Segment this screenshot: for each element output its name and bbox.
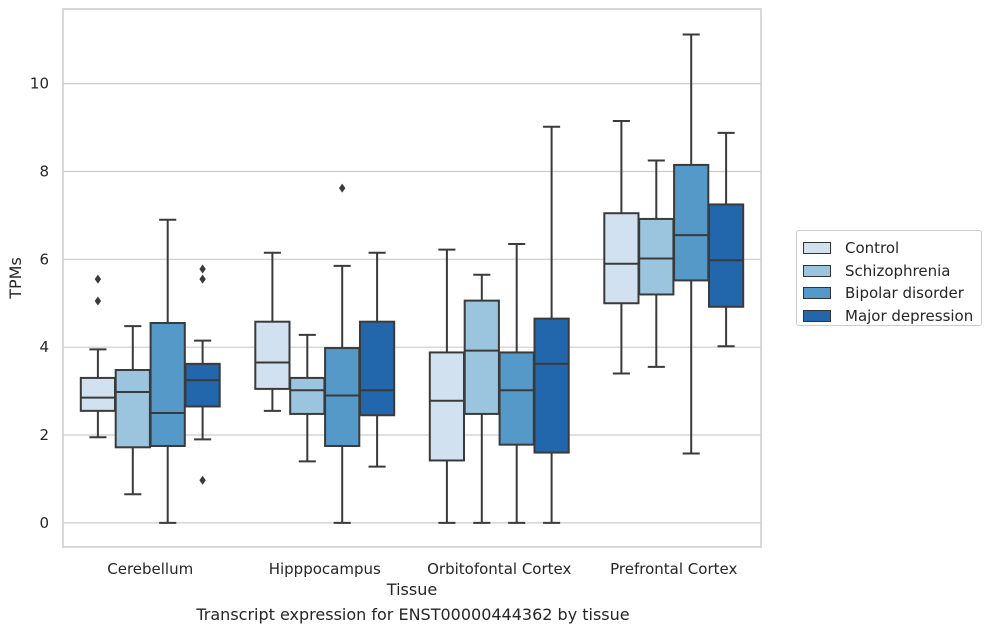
box-cerebellum-major-depression (184, 264, 221, 485)
legend-item-control: Control (803, 237, 981, 260)
box-prefrontal-cortex-major-depression (707, 131, 745, 348)
box-orbitofontal-cortex-schizophrenia (463, 273, 500, 524)
box-hipppocampus-bipolar-disorder (324, 183, 361, 524)
legend-label-major-depression: Major depression (845, 306, 974, 325)
box-prefrontal-cortex-schizophrenia (638, 159, 675, 368)
legend-swatch-bipolar-disorder (803, 287, 831, 300)
legend-swatch-schizophrenia (803, 264, 831, 277)
legend-swatch-control (803, 242, 831, 255)
outlier-point (199, 274, 206, 284)
legend: Control Schizophrenia Bipolar disorder M… (796, 230, 982, 326)
legend-label-schizophrenia: Schizophrenia (845, 261, 951, 280)
box-orbitofontal-cortex-control (428, 248, 466, 524)
box-body (254, 320, 291, 390)
box-body (707, 203, 745, 308)
chart-caption: Transcript expression for ENST0000044436… (196, 605, 630, 624)
outlier-point (339, 183, 346, 193)
box-body (79, 376, 117, 412)
box-body (358, 320, 396, 417)
y-tick-label: 8 (39, 162, 49, 180)
legend-item-schizophrenia: Schizophrenia (803, 260, 981, 283)
box-body (498, 351, 535, 446)
box-body (428, 351, 466, 462)
box-body (673, 163, 710, 282)
box-body (184, 362, 221, 408)
box-hipppocampus-major-depression (358, 251, 396, 468)
box-body (324, 347, 361, 447)
box-cerebellum-control (79, 348, 117, 439)
outlier-point (199, 264, 206, 274)
legend-label-bipolar-disorder: Bipolar disorder (845, 284, 964, 303)
y-tick-label: 4 (39, 338, 49, 356)
box-body (289, 376, 326, 415)
box-prefrontal-cortex-bipolar-disorder (673, 33, 710, 455)
box-body (638, 217, 675, 296)
x-tick-label-orbitofontal-cortex: Orbitofontal Cortex (427, 560, 571, 578)
y-tick-label: 6 (39, 250, 49, 268)
box-orbitofontal-cortex-bipolar-disorder (498, 242, 535, 524)
legend-item-bipolar-disorder: Bipolar disorder (803, 282, 981, 305)
box-hipppocampus-control (254, 251, 291, 412)
outlier-point (199, 475, 206, 485)
legend-swatch-major-depression (803, 309, 831, 322)
box-orbitofontal-cortex-major-depression (533, 125, 570, 524)
box-cerebellum-schizophrenia (114, 325, 151, 496)
outlier-point (94, 274, 102, 284)
legend-label-control: Control (845, 239, 900, 258)
x-tick-label-prefrontal-cortex: Prefrontal Cortex (610, 560, 737, 578)
box-body (149, 322, 186, 447)
x-axis-label: Tissue (386, 580, 437, 599)
outlier-point (94, 296, 102, 306)
box-cerebellum-bipolar-disorder (149, 218, 186, 524)
box-body (114, 369, 151, 449)
box-prefrontal-cortex-control (603, 119, 640, 375)
box-body (463, 299, 500, 415)
legend-item-major-depression: Major depression (803, 305, 981, 328)
y-axis-label: TPMs (6, 257, 25, 300)
box-body (603, 212, 640, 305)
y-tick-label: 0 (39, 514, 49, 532)
x-tick-label-hipppocampus: Hipppocampus (269, 560, 381, 578)
x-tick-label-cerebellum: Cerebellum (107, 560, 193, 578)
y-tick-label: 10 (30, 75, 49, 93)
y-tick-label: 2 (39, 426, 49, 444)
box-body (533, 317, 570, 454)
